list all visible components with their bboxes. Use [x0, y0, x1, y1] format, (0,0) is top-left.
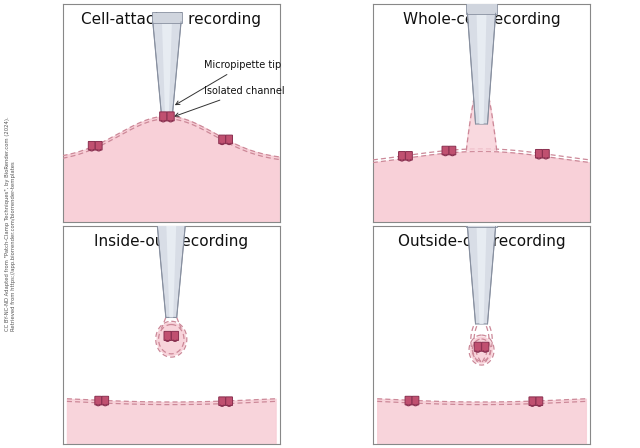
Polygon shape	[477, 13, 486, 124]
FancyBboxPatch shape	[412, 396, 419, 405]
FancyBboxPatch shape	[536, 150, 542, 158]
FancyBboxPatch shape	[167, 112, 174, 121]
FancyBboxPatch shape	[442, 146, 449, 155]
Text: Whole-cell recording: Whole-cell recording	[403, 12, 561, 27]
FancyBboxPatch shape	[156, 214, 186, 225]
Polygon shape	[470, 337, 492, 363]
FancyBboxPatch shape	[482, 342, 489, 351]
Polygon shape	[166, 224, 176, 318]
FancyBboxPatch shape	[467, 216, 497, 227]
Text: CC BY-NC-ND Adapted from "Patch-Clamp Techniques", by BioRender.com (2024).
Retr: CC BY-NC-ND Adapted from "Patch-Clamp Te…	[5, 116, 16, 332]
Polygon shape	[162, 22, 172, 115]
FancyBboxPatch shape	[95, 396, 102, 405]
Text: Inside-out recording: Inside-out recording	[94, 234, 248, 249]
FancyBboxPatch shape	[95, 142, 102, 150]
FancyBboxPatch shape	[172, 332, 179, 340]
FancyBboxPatch shape	[529, 397, 536, 405]
Polygon shape	[157, 323, 186, 356]
FancyBboxPatch shape	[159, 112, 167, 121]
Text: Micropipette tip: Micropipette tip	[176, 60, 281, 105]
FancyBboxPatch shape	[164, 332, 171, 340]
FancyBboxPatch shape	[152, 12, 182, 23]
Polygon shape	[467, 91, 497, 151]
Text: Outside-out recording: Outside-out recording	[397, 234, 565, 249]
FancyBboxPatch shape	[219, 397, 225, 405]
FancyBboxPatch shape	[474, 342, 481, 351]
Text: Cell-attached recording: Cell-attached recording	[81, 12, 261, 27]
FancyBboxPatch shape	[226, 397, 232, 405]
FancyBboxPatch shape	[102, 396, 109, 405]
Polygon shape	[467, 226, 495, 324]
Text: Isolated channel: Isolated channel	[175, 86, 285, 117]
Polygon shape	[477, 226, 486, 324]
Polygon shape	[157, 224, 186, 318]
FancyBboxPatch shape	[399, 151, 405, 160]
FancyBboxPatch shape	[219, 135, 225, 144]
FancyBboxPatch shape	[543, 150, 549, 158]
Polygon shape	[467, 13, 495, 124]
FancyBboxPatch shape	[88, 142, 95, 150]
FancyBboxPatch shape	[536, 397, 543, 405]
FancyBboxPatch shape	[449, 146, 456, 155]
FancyBboxPatch shape	[226, 135, 232, 144]
FancyBboxPatch shape	[406, 151, 412, 160]
FancyBboxPatch shape	[405, 396, 412, 405]
FancyBboxPatch shape	[467, 4, 497, 14]
Polygon shape	[153, 22, 181, 115]
